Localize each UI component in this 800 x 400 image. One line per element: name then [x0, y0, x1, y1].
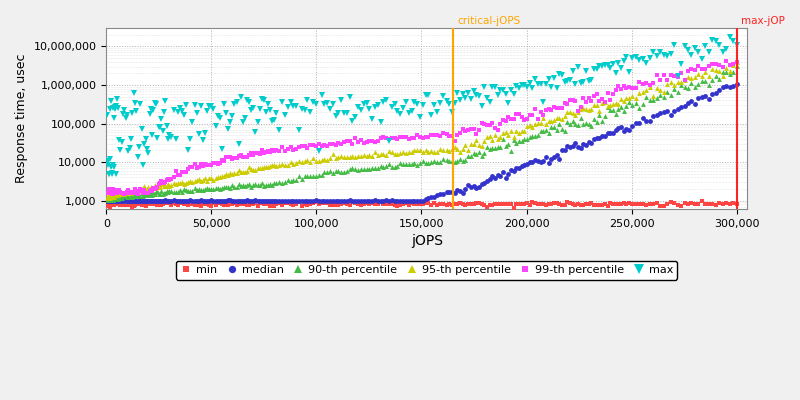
min [107, 202, 117, 207]
90-th percentile [194, 186, 203, 191]
min [732, 201, 742, 206]
min [234, 201, 243, 206]
max [398, 105, 408, 110]
max [725, 35, 734, 40]
99-th percentile [142, 191, 152, 196]
99-th percentile [732, 60, 742, 64]
90-th percentile [102, 196, 112, 201]
max [102, 113, 112, 118]
max [194, 131, 203, 136]
Line: 95-th percentile: 95-th percentile [105, 60, 739, 200]
Line: max: max [104, 34, 740, 177]
95-th percentile [482, 135, 492, 140]
median [398, 199, 408, 204]
min [192, 200, 202, 205]
min [509, 205, 518, 210]
99-th percentile [236, 153, 246, 158]
99-th percentile [722, 58, 731, 63]
median [102, 198, 112, 203]
99-th percentile [107, 190, 117, 194]
Y-axis label: Response time, usec: Response time, usec [15, 54, 28, 183]
min [141, 203, 150, 208]
99-th percentile [482, 122, 492, 127]
90-th percentile [482, 145, 492, 150]
max [236, 95, 246, 100]
median [141, 199, 150, 204]
90-th percentile [142, 192, 152, 196]
median [482, 178, 492, 183]
median [192, 198, 202, 203]
min [395, 203, 405, 208]
Line: 90-th percentile: 90-th percentile [105, 64, 739, 202]
90-th percentile [108, 197, 118, 202]
max [108, 162, 118, 167]
max [142, 146, 152, 151]
99-th percentile [102, 191, 112, 196]
median [732, 82, 742, 86]
X-axis label: jOPS: jOPS [410, 234, 442, 248]
95-th percentile [732, 60, 742, 64]
95-th percentile [142, 186, 152, 191]
median [339, 199, 349, 204]
95-th percentile [102, 195, 112, 200]
99-th percentile [194, 164, 203, 169]
Text: critical-jOPS: critical-jOPS [458, 16, 521, 26]
Line: median: median [105, 81, 739, 204]
99-th percentile [133, 191, 142, 196]
90-th percentile [398, 162, 408, 166]
95-th percentile [108, 192, 118, 197]
Legend: min, median, 90-th percentile, 95-th percentile, 99-th percentile, max: min, median, 90-th percentile, 95-th per… [176, 261, 678, 280]
90-th percentile [236, 184, 246, 189]
99-th percentile [398, 135, 408, 140]
median [107, 198, 117, 203]
95-th percentile [236, 170, 246, 175]
95-th percentile [398, 149, 408, 154]
min [479, 202, 489, 207]
Line: 99-th percentile: 99-th percentile [106, 58, 738, 196]
95-th percentile [194, 177, 203, 182]
min [102, 203, 112, 208]
Line: min: min [106, 200, 738, 209]
median [234, 199, 243, 204]
95-th percentile [103, 196, 113, 200]
max [732, 42, 742, 47]
min [697, 199, 706, 204]
max [104, 171, 114, 176]
Text: max-jOP: max-jOP [741, 16, 785, 26]
max [482, 96, 492, 100]
90-th percentile [732, 64, 742, 68]
90-th percentile [106, 197, 116, 202]
